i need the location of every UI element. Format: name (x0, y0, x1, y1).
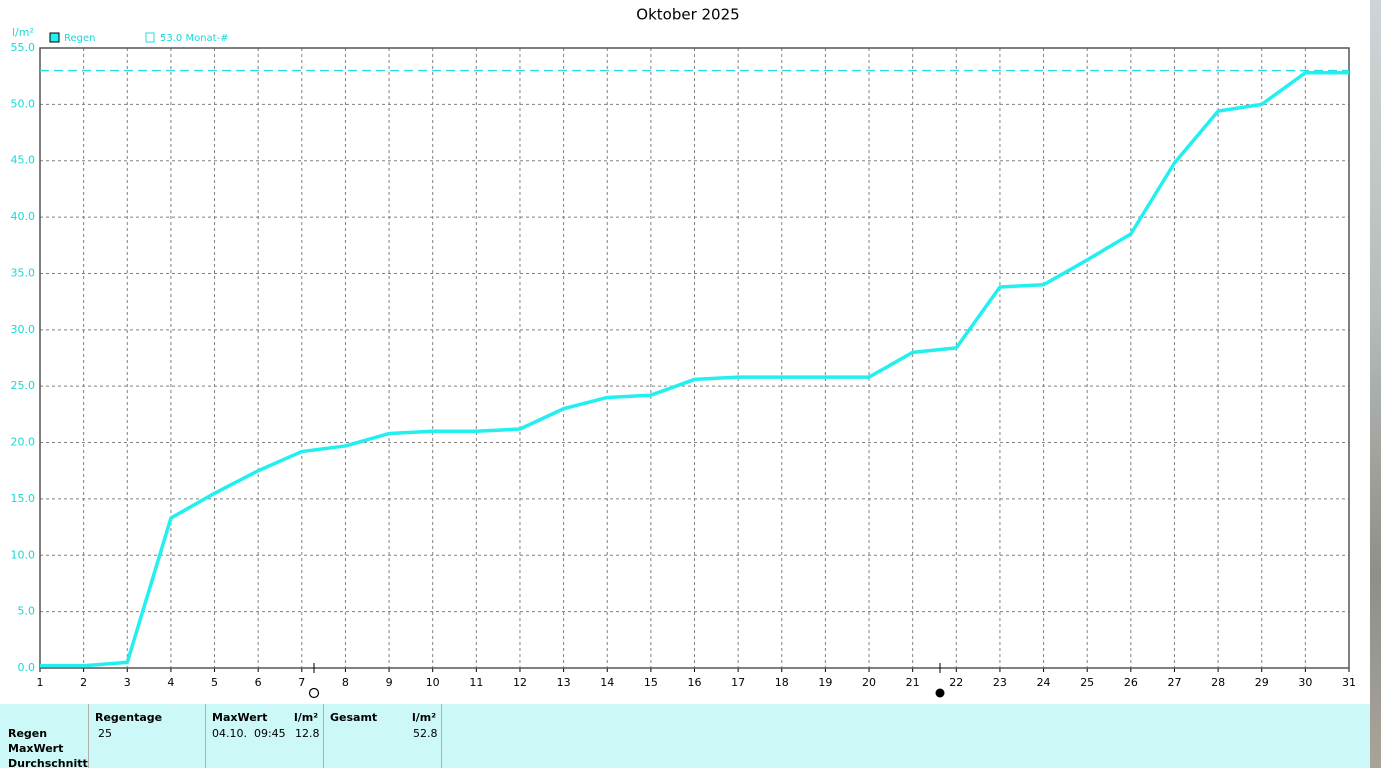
x-tick-label: 15 (644, 676, 658, 689)
y-tick-label: 45.0 (11, 154, 36, 167)
x-tick-label: 20 (862, 676, 876, 689)
legend-label: 53.0 Monat-# (160, 33, 229, 44)
edge-strip (1370, 0, 1381, 768)
y-tick-label: 10.0 (11, 548, 36, 561)
header: l/m² (294, 711, 319, 724)
x-tick-label: 14 (600, 676, 614, 689)
x-tick-label: 3 (124, 676, 131, 689)
separator (88, 704, 89, 768)
x-tick-label: 13 (557, 676, 571, 689)
x-tick-label: 9 (386, 676, 393, 689)
x-tick-label: 28 (1211, 676, 1225, 689)
header: Gesamt (330, 711, 378, 724)
x-tick-label: 27 (1167, 676, 1181, 689)
legend-swatch (145, 32, 155, 43)
y-tick-label: 5.0 (18, 605, 36, 618)
x-tick-label: 23 (993, 676, 1007, 689)
chart: Oktober 2025 l/m² Regen 53.0 Monat-# 0.0… (11, 6, 1356, 699)
new-moon-icon (935, 688, 945, 698)
x-tick-label: 17 (731, 676, 745, 689)
x-tick-label: 5 (211, 676, 218, 689)
y-unit: l/m² (12, 26, 34, 39)
row-label: Durchschnitt (8, 757, 88, 768)
y-tick-label: 20.0 (11, 436, 36, 449)
x-tick-label: 16 (688, 676, 702, 689)
y-tick-label: 15.0 (11, 492, 36, 505)
x-tick-label: 8 (342, 676, 349, 689)
cell: 04.10. 09:45 (212, 727, 286, 740)
x-tick-label: 19 (818, 676, 832, 689)
x-tick-label: 26 (1124, 676, 1138, 689)
x-tick-label: 10 (426, 676, 440, 689)
cell: 12.8 (295, 727, 320, 740)
x-tick-label: 1 (37, 676, 44, 689)
row-label: Regen (8, 727, 48, 740)
x-tick-label: 7 (298, 676, 305, 689)
y-tick-label: 25.0 (11, 379, 36, 392)
y-tick-label: 35.0 (11, 266, 36, 279)
y-tick-label: 0.0 (18, 661, 36, 674)
cell: 52.8 (413, 727, 438, 740)
x-tick-label: 18 (775, 676, 789, 689)
x-tick-label: 29 (1255, 676, 1269, 689)
x-tick-label: 21 (906, 676, 920, 689)
x-tick-label: 25 (1080, 676, 1094, 689)
y-tick-label: 30.0 (11, 323, 36, 336)
x-tick-label: 11 (469, 676, 483, 689)
legend-swatch (49, 32, 60, 43)
x-tick-label: 4 (167, 676, 174, 689)
header: Regentage (95, 711, 163, 724)
stats-panel: Regen MaxWert Durchschnitt Regentage Max… (0, 704, 1370, 768)
legend-label: Regen (64, 33, 96, 44)
line-series (40, 71, 1349, 668)
separator (205, 704, 206, 768)
chart-title: Oktober 2025 (636, 6, 739, 24)
separator (323, 704, 324, 768)
full-moon-icon (308, 687, 320, 699)
y-tick-label: 50.0 (11, 97, 36, 110)
x-tick-label: 2 (80, 676, 87, 689)
row-label: MaxWert (8, 742, 64, 755)
header: l/m² (412, 711, 437, 724)
x-tick-label: 24 (1037, 676, 1051, 689)
x-tick-label: 22 (949, 676, 963, 689)
separator (441, 704, 442, 768)
header: MaxWert (212, 711, 268, 724)
x-tick-label: 6 (255, 676, 262, 689)
x-tick-label: 12 (513, 676, 527, 689)
x-tick-label: 31 (1342, 676, 1356, 689)
plot-frame (39, 47, 1350, 669)
y-tick-label: 55.0 (11, 41, 36, 54)
y-tick-label: 40.0 (11, 210, 36, 223)
cell: 25 (98, 727, 112, 740)
x-tick-label: 30 (1298, 676, 1312, 689)
